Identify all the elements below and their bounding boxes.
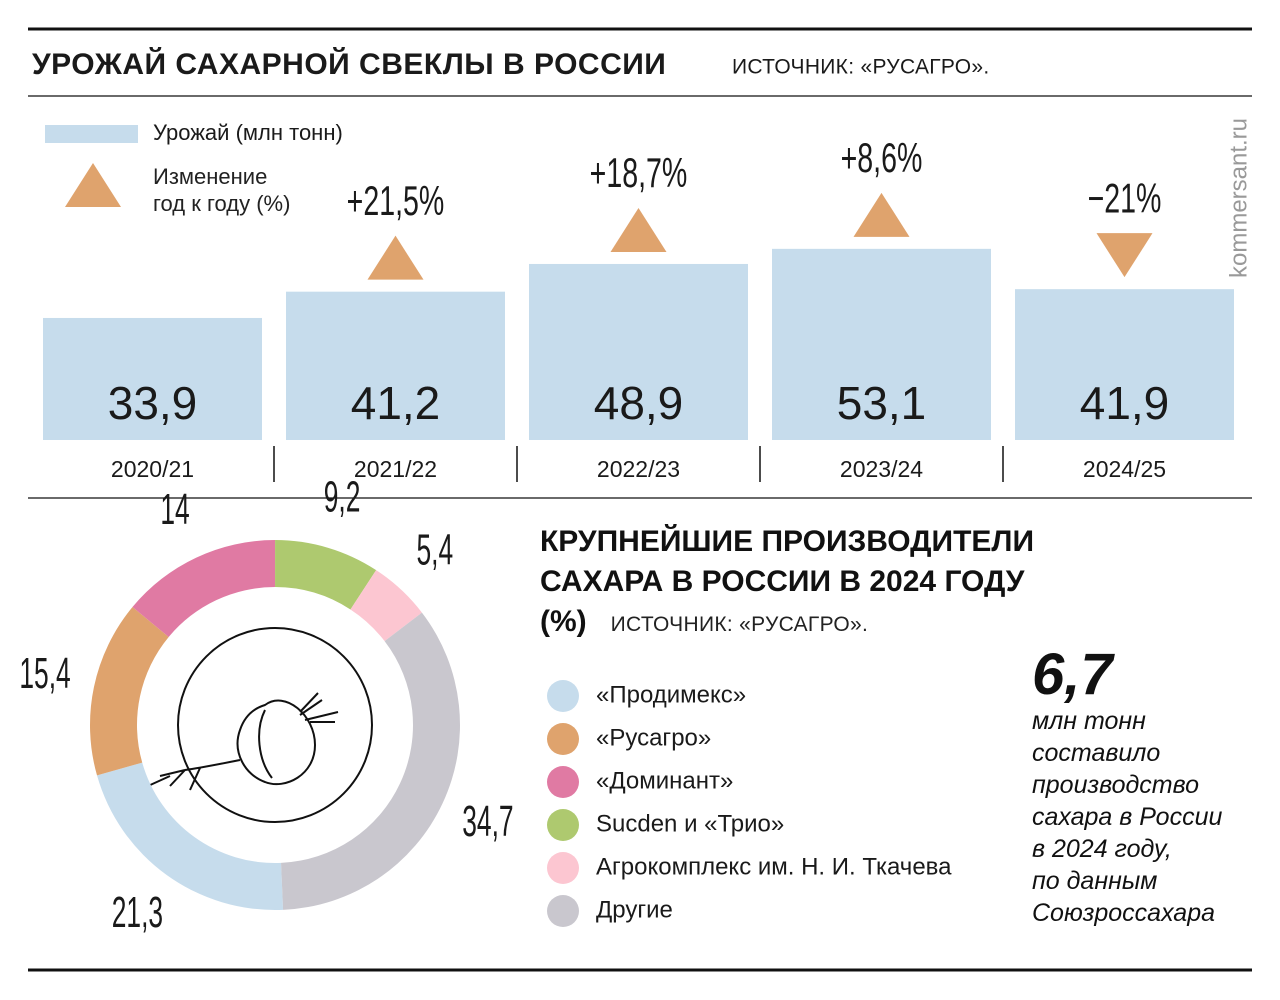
value-label: 15,4	[19, 648, 70, 698]
legend-swatch	[547, 680, 579, 712]
value-label: 53,1	[837, 377, 927, 429]
callout-text: по данным	[1032, 867, 1158, 895]
change-label: −21%	[1088, 174, 1162, 222]
x-tick-label: 2021/22	[354, 456, 437, 482]
change-marker	[367, 235, 424, 280]
chart-title: УРОЖАЙ САХАРНОЙ СВЕКЛЫ В РОССИИ	[32, 47, 666, 81]
change-marker	[1096, 233, 1153, 278]
legend-label: Агрокомплекс им. Н. И. Ткачева	[596, 853, 952, 880]
callout: 6,7 млн тонн составило производство сахара в…	[1032, 645, 1272, 929]
value-label: 9,2	[324, 471, 361, 521]
callout-text: в 2024 году,	[1032, 835, 1172, 863]
legend-swatch	[547, 723, 579, 755]
donut-segment	[350, 570, 422, 642]
donut-segment	[89, 607, 169, 776]
value-label: 48,9	[594, 377, 684, 429]
legend-swatch	[547, 852, 579, 884]
legend-label: Другие	[596, 896, 673, 923]
donut-segment	[132, 539, 276, 637]
legend-swatch	[65, 163, 121, 207]
donut-segment	[281, 612, 460, 910]
bar	[286, 291, 505, 440]
source: ИСТОЧНИК: «РУСАГРО».	[732, 56, 990, 79]
bar	[529, 263, 748, 440]
source: ИСТОЧНИК: «РУСАГРО».	[610, 613, 869, 636]
value-label: 33,9	[108, 377, 198, 429]
x-tick-label: 2022/23	[597, 456, 680, 482]
legend-label: «Продимекс»	[596, 681, 746, 708]
watermark: kommersant.ru	[1225, 118, 1252, 278]
donut-segment	[97, 762, 284, 910]
x-tick-label: 2020/21	[111, 456, 194, 482]
legend-swatch	[547, 766, 579, 798]
value-label: 41,2	[351, 377, 441, 429]
callout-figure: 6,7	[1032, 642, 1113, 707]
value-label: 41,9	[1080, 377, 1170, 429]
change-label: +18,7%	[590, 148, 688, 196]
legend-label: «Русагро»	[596, 724, 711, 751]
change-marker	[610, 207, 667, 252]
bar	[772, 248, 991, 440]
beet-illustration	[147, 627, 373, 823]
callout-text: составило	[1032, 739, 1161, 767]
bar	[1015, 289, 1234, 440]
callout-text: Союзроссахара	[1032, 899, 1216, 927]
value-label: 21,3	[112, 887, 163, 937]
bar	[43, 317, 262, 440]
value-label: 14	[160, 484, 189, 534]
legend-swatch	[547, 809, 579, 841]
legend-swatch	[547, 895, 579, 927]
legend-label: Урожай (млн тонн)	[153, 120, 343, 145]
value-label: 5,4	[417, 524, 454, 574]
donut-segment	[275, 540, 377, 610]
change-label: +21,5%	[347, 176, 445, 224]
change-label: +8,6%	[841, 133, 923, 181]
legend-label: «Доминант»	[596, 767, 733, 794]
change-marker	[853, 192, 910, 237]
legend-label: Sucden и «Трио»	[596, 810, 784, 837]
x-tick-label: 2023/24	[840, 456, 923, 482]
value-label: 34,7	[462, 796, 513, 846]
callout-text: производство	[1032, 771, 1200, 799]
chart-title: КРУПНЕЙШИЕ ПРОИЗВОДИТЕЛИ САХАРА В РОССИИ…	[540, 525, 1035, 638]
legend-label: Изменение год к году (%)	[153, 164, 291, 216]
pie-title-block: КРУПНЕЙШИЕ ПРОИЗВОДИТЕЛИ САХАРА В РОССИИ…	[540, 522, 1100, 645]
callout-text: млн тонн	[1032, 707, 1146, 735]
x-tick-label: 2024/25	[1083, 456, 1166, 482]
callout-text: сахара в России	[1032, 803, 1223, 831]
legend-swatch	[45, 125, 138, 143]
